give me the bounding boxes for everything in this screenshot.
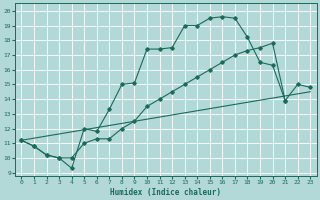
X-axis label: Humidex (Indice chaleur): Humidex (Indice chaleur) — [110, 188, 221, 197]
